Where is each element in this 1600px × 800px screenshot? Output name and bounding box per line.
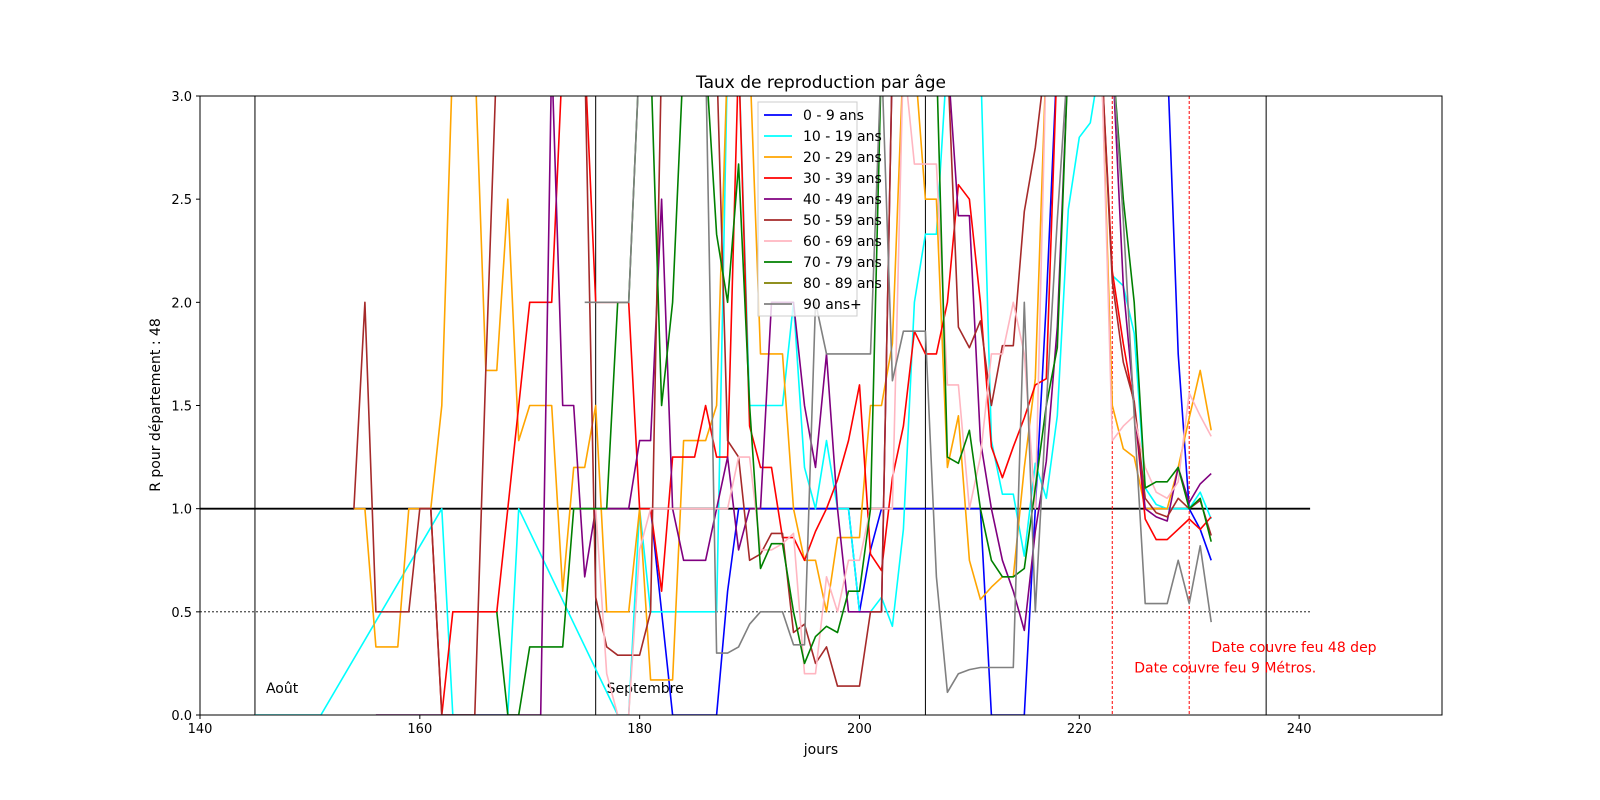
y-tick-label: 1.0 bbox=[171, 503, 192, 518]
y-tick-label: 2.0 bbox=[171, 296, 192, 311]
x-axis-ticks: 140 160 180 200 220 240 bbox=[188, 715, 1312, 737]
legend-label: 60 - 69 ans bbox=[803, 234, 882, 250]
x-tick-label: 160 bbox=[407, 722, 432, 737]
series-layer bbox=[255, 96, 1212, 715]
x-tick-label: 140 bbox=[188, 722, 213, 737]
legend-label: 30 - 39 ans bbox=[803, 171, 882, 187]
legend-label: 90 ans+ bbox=[803, 297, 862, 313]
x-tick-label: 180 bbox=[627, 722, 652, 737]
series-line bbox=[496, 96, 1212, 715]
legend-label: 50 - 59 ans bbox=[803, 213, 882, 229]
x-tick-label: 240 bbox=[1287, 722, 1312, 737]
legend-label: 0 - 9 ans bbox=[803, 108, 864, 124]
y-axis-label: R pour département : 48 bbox=[148, 318, 164, 492]
month-label: Août bbox=[266, 681, 299, 697]
series-line bbox=[353, 96, 1212, 715]
legend-box bbox=[757, 101, 858, 317]
legend-label: 10 - 19 ans bbox=[803, 129, 882, 145]
legend-label: 20 - 29 ans bbox=[803, 150, 882, 166]
x-tick-label: 220 bbox=[1067, 722, 1092, 737]
x-tick-label: 200 bbox=[847, 722, 872, 737]
annotation-text: Date couvre feu 48 dep bbox=[1211, 640, 1376, 656]
series-line bbox=[255, 96, 1212, 715]
month-label: Septembre bbox=[607, 681, 684, 697]
legend-label: 80 - 89 ans bbox=[803, 276, 882, 292]
y-tick-label: 2.5 bbox=[171, 193, 192, 208]
y-axis-ticks: 0.0 0.5 1.0 1.5 2.0 2.5 3.0 bbox=[171, 90, 200, 724]
legend: 0 - 9 ans 10 - 19 ans 20 - 29 ans 30 - 39 a… bbox=[757, 101, 882, 317]
y-tick-label: 3.0 bbox=[171, 90, 192, 105]
legend-label: 40 - 49 ans bbox=[803, 192, 882, 208]
y-tick-label: 0.5 bbox=[171, 606, 192, 621]
series-line bbox=[594, 96, 1212, 715]
vertical-lines: Août Septembre bbox=[254, 96, 1267, 715]
y-tick-label: 0.0 bbox=[171, 709, 192, 724]
series-line bbox=[649, 96, 1212, 715]
series-line bbox=[353, 96, 1212, 681]
series-line bbox=[419, 96, 1212, 715]
y-tick-label: 1.5 bbox=[171, 400, 192, 415]
legend-label: 70 - 79 ans bbox=[803, 255, 882, 271]
plot-frame bbox=[199, 95, 1443, 716]
series-line bbox=[584, 96, 1212, 694]
annotations: Date couvre feu 48 dep Date couvre feu 9 … bbox=[1134, 640, 1376, 677]
x-axis-label: jours bbox=[803, 742, 838, 758]
annotation-text: Date couvre feu 9 Métros. bbox=[1134, 661, 1316, 677]
chart-title: Taux de reproduction par âge bbox=[695, 73, 946, 93]
